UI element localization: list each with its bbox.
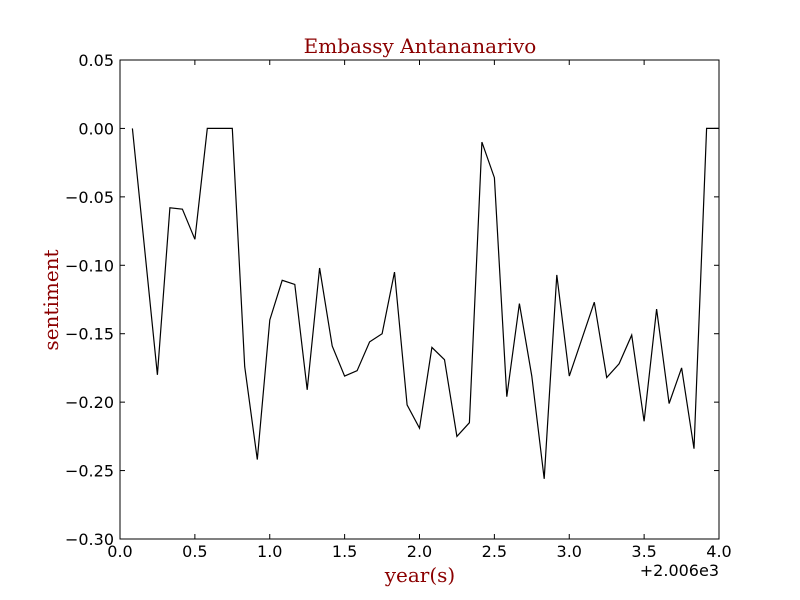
ticks-layer: 0.0 0.5 1.0 1.5 2.0 2.5 3.0 3.5 4.0 0.05 0.00 −0.05… (65, 51, 732, 561)
series-layer (131, 127, 719, 479)
chart-title: Embassy Antananarivo (304, 34, 537, 58)
x-tick-label: 0.5 (182, 542, 207, 561)
y-tick-label: 0.05 (78, 51, 114, 70)
x-tick-label: 2.0 (407, 542, 432, 561)
y-tick-label: −0.20 (65, 393, 114, 412)
x-tick-label: 0.0 (107, 542, 132, 561)
plot-frame (119, 59, 720, 540)
y-tick-label: −0.30 (65, 530, 114, 549)
x-tick-label: 3.5 (631, 542, 656, 561)
plot-area (120, 60, 719, 539)
y-tick-label: −0.05 (65, 188, 114, 207)
x-axis-label: year(s) (384, 563, 456, 587)
x-tick-label: 3.0 (557, 542, 582, 561)
y-tick-label: −0.15 (65, 325, 114, 344)
x-axis-offset-label: +2.006e3 (640, 561, 719, 580)
series-line-sentiment (131, 127, 719, 479)
y-axis-label: sentiment (39, 249, 63, 350)
y-tick-label: −0.25 (65, 462, 114, 481)
x-tick-label: 1.0 (257, 542, 282, 561)
y-tick-label: −0.10 (65, 256, 114, 275)
x-tick-label: 4.0 (706, 542, 731, 561)
x-tick-label: 2.5 (482, 542, 507, 561)
x-tick-label: 1.5 (332, 542, 357, 561)
y-tick-label: 0.00 (78, 119, 114, 138)
